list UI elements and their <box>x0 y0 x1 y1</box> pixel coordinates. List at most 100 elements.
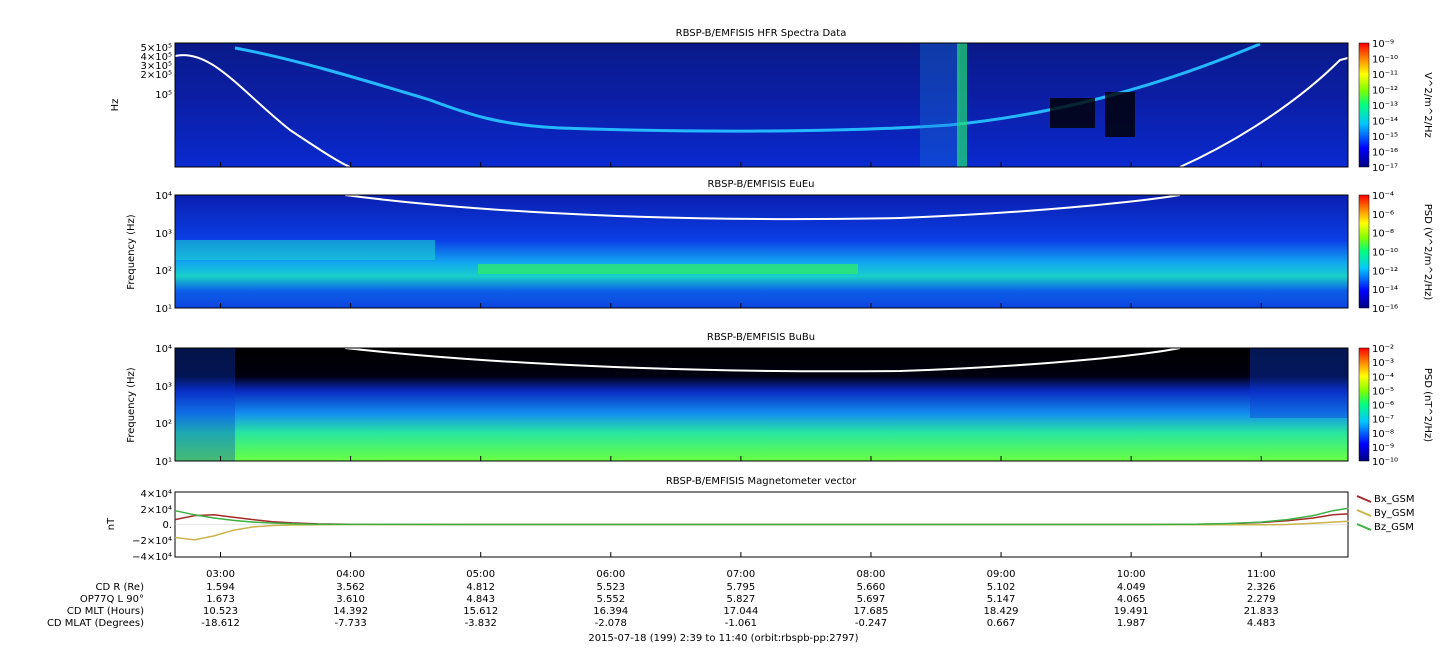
ephemeris-value: -7.733 <box>334 618 367 629</box>
x-tick-label: 06:00 <box>596 569 625 580</box>
mag-title: RBSP-B/EMFISIS Magnetometer vector <box>666 476 857 487</box>
bubu-left-edge <box>175 348 235 461</box>
hfr-panel: RBSP-B/EMFISIS HFR Spectra Data 5×10⁵ 4×… <box>110 28 1433 174</box>
ephemeris-value: 19.491 <box>1113 606 1149 617</box>
hfr-curve-right <box>1179 57 1349 168</box>
colorbar-tick-label: 10⁻¹⁶ <box>1372 148 1398 159</box>
colorbar-tick-label: 10⁻⁴ <box>1372 191 1394 202</box>
x-tick-label: 04:00 <box>336 569 365 580</box>
bubu-ytick: 10³ <box>155 382 172 393</box>
ephemeris-value: 5.827 <box>726 594 756 605</box>
hfr-ylabel: Hz <box>110 99 121 112</box>
x-tick-label: 05:00 <box>466 569 495 580</box>
time-range-footer: 2015-07-18 (199) 2:39 to 11:40 (orbit:rb… <box>588 633 859 644</box>
eueu-colorbar <box>1358 194 1370 309</box>
ephemeris-value: 17.685 <box>853 606 889 617</box>
ephemeris-value: 4.843 <box>466 594 496 605</box>
mag-ytick: 0. <box>162 520 172 531</box>
hfr-colorbar-ticks: 10⁻⁹ 10⁻¹⁰ 10⁻¹¹ 10⁻¹² 10⁻¹³ 10⁻¹⁴ 10⁻¹⁵ 10⁻¹⁶ 1… <box>1372 39 1398 174</box>
colorbar-tick-label: 10⁻⁹ <box>1372 39 1394 50</box>
ephemeris-value: 1.673 <box>206 594 235 605</box>
legend-swatch-by <box>1356 509 1372 517</box>
mag-ytick: 2×10⁴ <box>141 505 172 516</box>
ephemeris-value: 17.044 <box>723 606 759 617</box>
bubu-curve <box>344 347 1181 373</box>
colorbar-tick-label: 10⁻⁹ <box>1372 443 1394 454</box>
mag-ytick: −2×10⁴ <box>132 536 172 547</box>
eueu-band <box>478 264 858 274</box>
bubu-ytick: 10¹ <box>155 457 172 468</box>
colorbar-tick-label: 10⁻⁶ <box>1372 401 1394 412</box>
ephemeris-value: -1.061 <box>724 618 757 629</box>
ephemeris-value: 1.987 <box>1116 618 1146 629</box>
ephemeris-value: 16.394 <box>593 606 629 617</box>
hfr-noise-band <box>920 43 960 167</box>
hfr-ytick: 2×10⁵ <box>141 70 172 81</box>
bubu-colorbar-ticks: 10⁻² 10⁻³ 10⁻⁴ 10⁻⁵ 10⁻⁶ 10⁻⁷ 10⁻⁸ 10⁻⁹ 10⁻¹⁰ <box>1372 344 1398 468</box>
hfr-frame <box>174 42 1349 168</box>
ephemeris-value: -18.612 <box>201 618 240 629</box>
colorbar-tick-label: 10⁻⁶ <box>1372 210 1394 221</box>
colorbar-tick-label: 10⁻⁵ <box>1372 386 1394 397</box>
mag-ytick: 4×10⁴ <box>141 489 172 500</box>
legend-label-bx: Bx_GSM <box>1374 494 1415 505</box>
x-tick-label: 09:00 <box>987 569 1016 580</box>
ephemeris-label: CD MLT (Hours) <box>66 606 144 617</box>
bubu-yticks: 10⁴ 10³ 10² 10¹ <box>155 344 172 468</box>
eueu-yticks: 10⁴ 10³ 10² 10¹ <box>155 191 172 315</box>
ephemeris-row-mlat: CD MLAT (Degrees) -18.612 -7.733 -3.832 -2.… <box>0 618 1447 631</box>
ephemeris-value: 0.667 <box>986 618 1016 629</box>
legend-swatch-bz <box>1356 523 1372 531</box>
ephemeris-value: -0.247 <box>854 618 888 629</box>
x-tick-label: 03:00 <box>206 569 235 580</box>
eueu-ytick: 10² <box>155 266 172 277</box>
ephemeris-value: 2.279 <box>1246 594 1276 605</box>
mag-panel: RBSP-B/EMFISIS Magnetometer vector 4×10⁴… <box>106 476 1415 563</box>
hfr-title: RBSP-B/EMFISIS HFR Spectra Data <box>676 28 847 39</box>
hfr-ytick: 4×10⁵ <box>141 52 172 63</box>
bubu-panel: RBSP-B/EMFISIS BuBu 10⁴ 10³ 10² 10¹ Freq… <box>126 332 1433 468</box>
colorbar-tick-label: 10⁻¹² <box>1372 266 1398 277</box>
ephemeris-label: CD MLAT (Degrees) <box>46 618 144 629</box>
ephemeris-label: CD R (Re) <box>95 582 144 593</box>
bubu-title: RBSP-B/EMFISIS BuBu <box>707 332 815 343</box>
ephemeris-value: -2.078 <box>594 618 627 629</box>
hfr-colorbar <box>1358 42 1370 168</box>
ephemeris-value: 5.147 <box>986 594 1016 605</box>
ephemeris-value: 4.812 <box>466 582 496 593</box>
bubu-ylabel: Frequency (Hz) <box>126 367 137 443</box>
hfr-ytick: 5×10⁵ <box>141 43 172 54</box>
time-axis: 03:00 04:00 05:00 06:00 07:00 08:00 09:00 10:00… <box>206 162 1276 580</box>
ephemeris-value: 5.795 <box>726 582 756 593</box>
colorbar-tick-label: 10⁻¹⁴ <box>1372 285 1398 296</box>
colorbar-tick-label: 10⁻⁷ <box>1372 415 1394 426</box>
hfr-ytick: 3×10⁵ <box>141 61 172 72</box>
ephemeris-value: 5.660 <box>856 582 886 593</box>
bubu-ytick: 10² <box>155 419 172 430</box>
ephemeris-value: 3.610 <box>336 594 365 605</box>
ephemeris-value: 3.562 <box>336 582 365 593</box>
colorbar-tick-label: 10⁻⁸ <box>1372 429 1394 440</box>
eueu-ytick: 10⁴ <box>155 191 172 202</box>
ephemeris-value: 5.552 <box>596 594 626 605</box>
x-tick-label: 08:00 <box>857 569 886 580</box>
colorbar-tick-label: 10⁻¹⁰ <box>1372 55 1398 66</box>
colorbar-tick-label: 10⁻¹⁵ <box>1372 132 1398 143</box>
colorbar-tick-label: 10⁻¹¹ <box>1372 70 1398 81</box>
colorbar-tick-label: 10⁻¹⁰ <box>1372 248 1398 259</box>
colorbar-tick-label: 10⁻¹³ <box>1372 101 1398 112</box>
ephemeris-value: 21.833 <box>1243 606 1279 617</box>
legend-label-by: By_GSM <box>1374 508 1415 519</box>
hfr-noise-spike <box>957 43 967 167</box>
eueu-title: RBSP-B/EMFISIS EuEu <box>707 179 814 190</box>
colorbar-tick-label: 10⁻¹⁰ <box>1372 457 1398 468</box>
eueu-band-2 <box>175 240 435 260</box>
mag-yticks: 4×10⁴ 2×10⁴ 0. −2×10⁴ −4×10⁴ <box>132 489 172 563</box>
ephemeris-label: OP77Q L 90° <box>79 594 144 605</box>
eueu-colorbar-ticks: 10⁻⁴ 10⁻⁶ 10⁻⁸ 10⁻¹⁰ 10⁻¹² 10⁻¹⁴ 10⁻¹⁶ <box>1372 191 1398 315</box>
x-tick-label: 10:00 <box>1117 569 1146 580</box>
ephemeris-row-l: OP77Q L 90° 1.673 3.610 4.843 5.552 5.827 5.6… <box>0 594 1447 607</box>
bubu-right-edge <box>1250 348 1348 418</box>
ephemeris-value: 14.392 <box>333 606 369 617</box>
hfr-yticks: 5×10⁵ 4×10⁵ 3×10⁵ 2×10⁵ 10⁵ <box>141 43 172 101</box>
